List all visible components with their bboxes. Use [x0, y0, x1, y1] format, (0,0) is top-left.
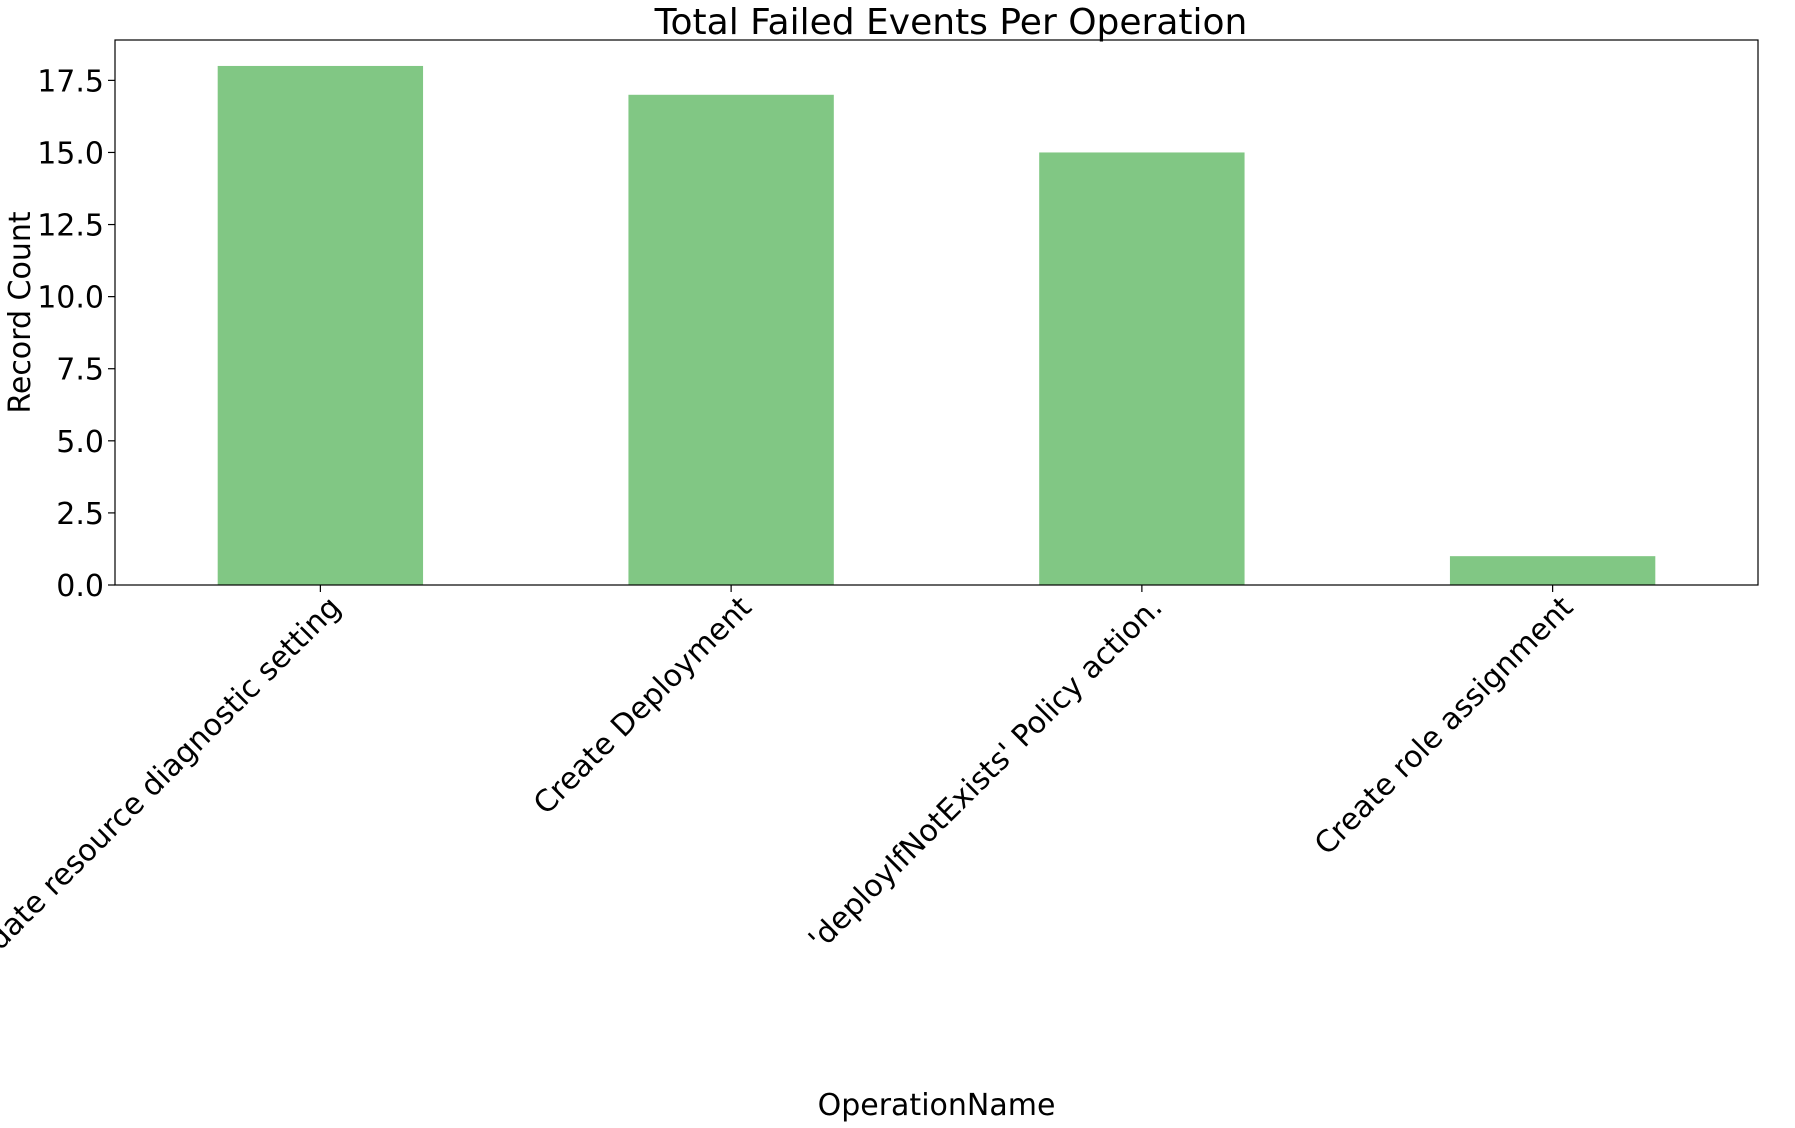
- x-tick-label-2: 'deployIfNotExists' Policy action.: [802, 590, 1170, 958]
- bar-1: [628, 94, 834, 585]
- y-tick-label-1: 2.5: [56, 497, 104, 532]
- x-axis: Create or update resource diagnostic set…: [0, 585, 1580, 1090]
- chart-title: Total Failed Events Per Operation: [654, 2, 1248, 43]
- y-tick-label-3: 7.5: [56, 353, 104, 388]
- y-tick-label-6: 15.0: [37, 136, 104, 171]
- y-tick-label-4: 10.0: [37, 281, 104, 316]
- bar-3: [1449, 556, 1656, 585]
- y-axis-label: Record Count: [3, 211, 38, 414]
- x-tick-label-0: Create or update resource diagnostic set…: [0, 590, 348, 1090]
- x-tick-label-3: Create role assignment: [1308, 590, 1580, 862]
- x-tick-label-1: Create Deployment: [527, 590, 759, 822]
- bars-group: [217, 65, 1656, 585]
- x-axis-label: OperationName: [818, 1088, 1056, 1123]
- y-axis: 0.0 2.5 5.0 7.5 10.0 12.5 15.0 17.5: [37, 64, 115, 604]
- plot-frame: [114, 39, 1759, 586]
- bar-2: [1039, 152, 1245, 585]
- y-tick-label-2: 5.0: [56, 425, 104, 460]
- y-tick-label-5: 12.5: [37, 209, 104, 244]
- y-tick-label-7: 17.5: [37, 64, 104, 99]
- y-tick-label-0: 0.0: [56, 569, 104, 604]
- bar-0: [217, 65, 424, 585]
